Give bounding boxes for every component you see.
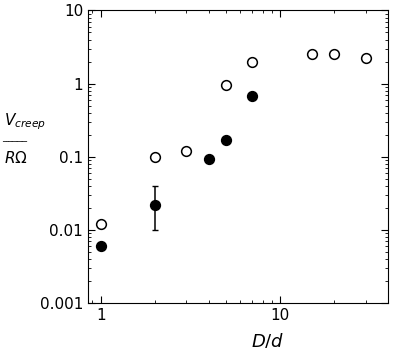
X-axis label: $D/d$: $D/d$ <box>251 332 285 348</box>
Text: $V_{creep}$: $V_{creep}$ <box>4 112 46 132</box>
Text: $R\Omega$: $R\Omega$ <box>4 150 28 166</box>
Text: ─────: ───── <box>2 136 27 145</box>
